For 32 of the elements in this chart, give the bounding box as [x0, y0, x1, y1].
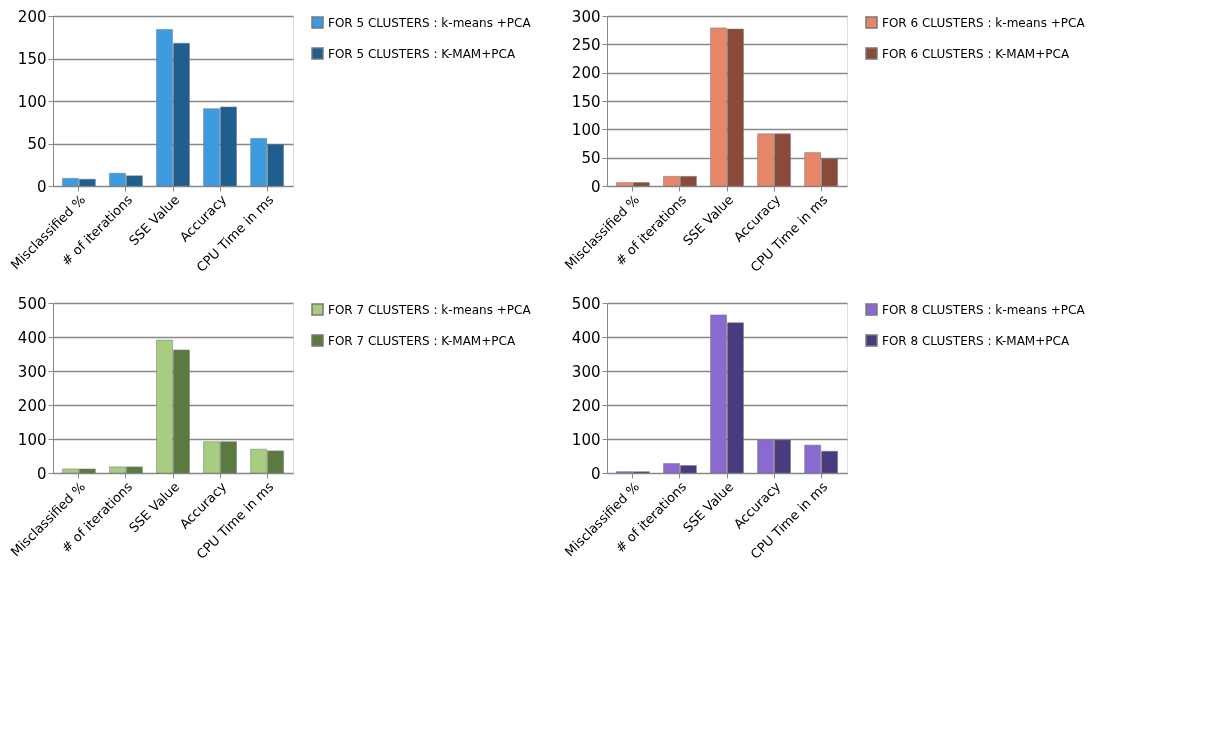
legend-label: FOR 6 CLUSTERS : K-MAM+PCA: [882, 46, 1070, 61]
legend-label: FOR 6 CLUSTERS : k-means +PCA: [882, 15, 1086, 30]
legend-label: FOR 5 CLUSTERS : K-MAM+PCA: [328, 46, 516, 61]
y-tick-label: 200: [571, 396, 601, 415]
y-tick-label: 150: [571, 92, 601, 111]
y-tick-label: 0: [36, 464, 47, 483]
y-tick-label: 500: [17, 294, 47, 313]
y-tick-label: 0: [590, 177, 601, 196]
y-tick-label: 100: [571, 430, 601, 449]
y-tick-label: 300: [571, 362, 601, 381]
y-tick-label: 200: [17, 7, 47, 26]
legend-label: FOR 5 CLUSTERS : k-means +PCA: [328, 15, 532, 30]
y-tick-label: 0: [36, 177, 47, 196]
y-tick-label: 150: [17, 50, 47, 68]
y-tick-label: 200: [571, 64, 601, 83]
y-tick-label: 0: [590, 464, 601, 483]
y-tick-label: 100: [571, 120, 601, 139]
legend-label: FOR 7 CLUSTERS : k-means +PCA: [328, 302, 532, 317]
y-tick-label: 400: [17, 328, 47, 347]
y-tick-label: 300: [571, 7, 601, 26]
legend-label: FOR 8 CLUSTERS : K-MAM+PCA: [882, 333, 1070, 348]
y-tick-label: 100: [17, 92, 47, 111]
y-tick-label: 400: [571, 328, 601, 347]
y-tick-label: 250: [571, 35, 601, 54]
y-tick-label: 50: [27, 135, 47, 153]
legend-label: FOR 7 CLUSTERS : K-MAM+PCA: [328, 333, 516, 348]
legend-label: FOR 8 CLUSTERS : k-means +PCA: [882, 302, 1086, 317]
y-tick-label: 300: [17, 362, 47, 381]
y-tick-label: 200: [17, 396, 47, 415]
y-tick-label: 500: [571, 294, 601, 313]
y-tick-label: 50: [581, 149, 601, 168]
y-tick-label: 100: [17, 430, 47, 449]
